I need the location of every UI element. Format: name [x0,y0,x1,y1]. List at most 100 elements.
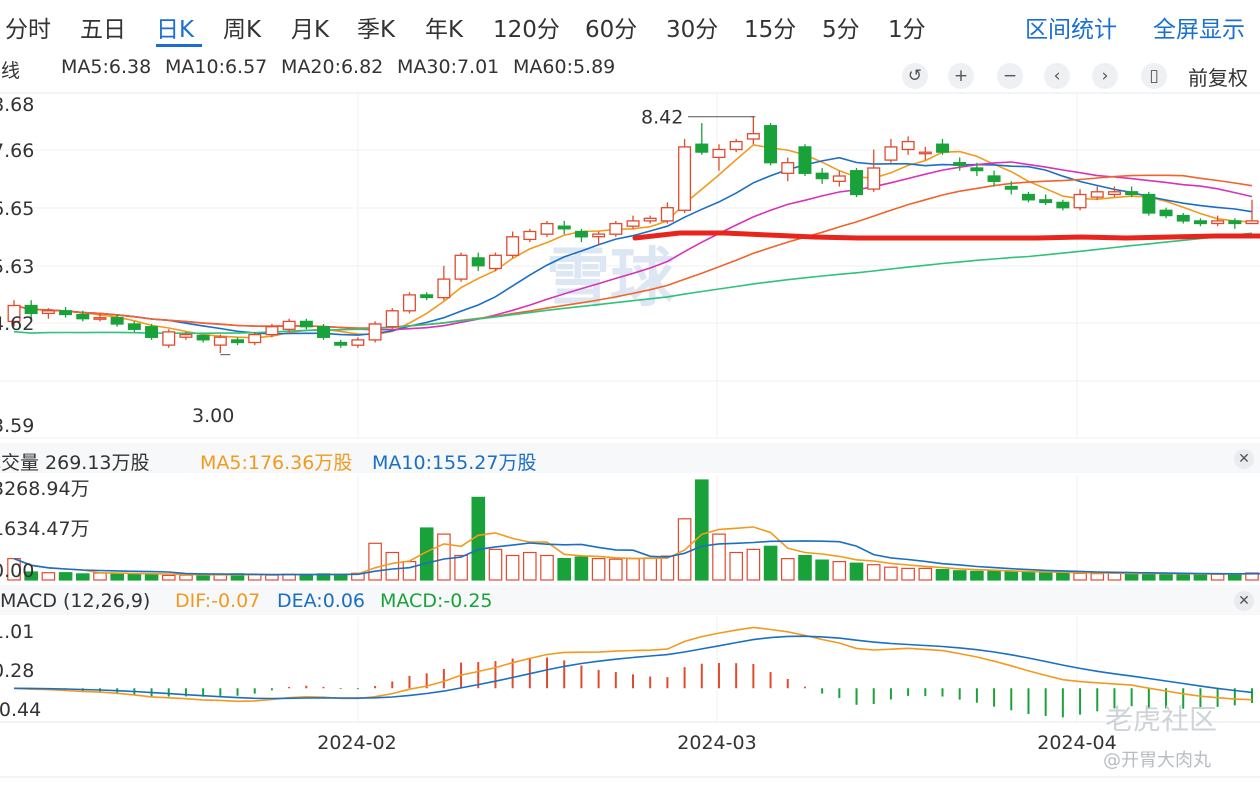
volume-bar [1124,573,1139,581]
candle-body [678,146,692,211]
candle-body [1211,220,1225,225]
price-tick-label: 7.66 [0,140,34,162]
tab-0[interactable]: 分时 [5,17,51,43]
volume-bar [1176,573,1190,581]
undo-icon[interactable]: ↺ [902,63,928,89]
candle-body [609,222,623,235]
x-tick-label: 2024-03 [677,732,756,754]
macd-title: MACD (12,26,9) [0,590,151,612]
volume-bar [110,572,124,581]
tab-4[interactable]: 月K [291,17,330,43]
volume-bar [265,574,279,581]
volume-ma10: MA10:155.27万股 [372,452,537,474]
volume-bar [1159,573,1173,581]
candle-body [695,143,709,153]
price-tick-label: 8.68 [0,94,34,116]
volume-bar [935,568,950,581]
volume-bar [1141,572,1156,581]
candle-body [936,143,950,153]
tab-8[interactable]: 60分 [585,17,638,43]
candle-body [179,333,193,338]
volume-bar [694,479,709,581]
volume-bar [41,572,56,581]
volume-bar [608,558,623,581]
volume-tick-label: 0.00 [0,560,34,582]
dif-line [13,626,1253,703]
ma10-line [13,156,1253,336]
macd-tick-label: 0.28 [0,660,34,682]
zoom-out-icon[interactable]: − [997,63,1023,89]
candle-body [626,220,640,227]
tab-7[interactable]: 120分 [493,17,560,43]
tab-11[interactable]: 5分 [822,17,860,43]
macd-dif: DIF:-0.07 [175,590,261,612]
candle-body [901,140,915,151]
period-tabs: 分时 五日 日K 周K 月K 季K 年K 120分 60分 30分 15分 5分 1分 [0,0,1260,50]
x-tick-label: 2024-02 [317,732,396,754]
candle-body [196,334,210,341]
dea-line [13,635,1253,700]
candle-body [76,313,90,320]
candle-body [334,341,348,346]
volume-bar [162,574,176,581]
candle-body [127,323,141,330]
candle-body [1228,220,1242,225]
candle-body [317,326,331,338]
candle-body [832,175,846,182]
price-tick-label: 5.63 [0,256,34,278]
volume-bar [368,542,382,581]
macd-dea: DEA:0.06 [277,590,366,612]
tab-1[interactable]: 五日 [80,17,126,43]
volume-bar [385,551,400,581]
candle-body [41,310,55,315]
volume-bar [987,570,1001,581]
candle-body [746,133,760,140]
volume-bar [798,554,812,581]
tab-10[interactable]: 15分 [744,17,797,43]
candle-body [764,125,778,164]
volume-bar [1004,571,1019,581]
right-arrow-icon[interactable]: › [1092,63,1118,89]
candle-body [850,170,864,196]
candle-icon[interactable]: ▯ [1141,63,1167,89]
candle-body [299,320,313,328]
price-tick-label: 3.59 [0,415,34,437]
tab-2[interactable]: 日K [156,17,195,43]
tab-5[interactable]: 季K [357,17,396,43]
candle-body [368,323,382,341]
tab-3[interactable]: 周K [223,17,262,43]
volume-tick-label: 1634.47万 [0,518,90,540]
volume-bar [763,545,778,581]
fullscreen-link[interactable]: 全屏显示 [1153,17,1245,43]
left-arrow-icon[interactable]: ‹ [1044,63,1070,89]
range-stats-link[interactable]: 区间统计 [1025,17,1117,43]
volume-bar [540,554,554,581]
candle-body [918,151,932,155]
ma20-legend: MA20:6.82 [281,56,384,78]
volume-bar [454,554,468,581]
price-adjust-selector[interactable]: 前复权 [1188,66,1248,90]
candle-body [1176,214,1190,222]
volume-bar [505,554,520,581]
candle-body [162,331,176,346]
volume-bar [1021,571,1036,581]
zoom-in-icon[interactable]: + [948,63,974,89]
macd-value: MACD:-0.25 [380,590,493,612]
volume-bar [849,562,864,581]
close-icon[interactable]: ✕ [1234,449,1254,469]
tab-9[interactable]: 30分 [666,17,719,43]
price-tick-label: 6.65 [0,198,34,220]
candle-body [506,236,520,256]
tab-12[interactable]: 1分 [888,17,926,43]
candle-body [660,207,674,222]
candle-body [265,326,279,336]
volume-bar [58,572,73,581]
tab-6[interactable]: 年K [425,17,464,43]
macd-tick-label: 1.01 [0,621,34,643]
ma30-legend: MA30:7.01 [397,56,500,78]
ma-legend-prefix: 均线 [0,60,21,82]
volume-bar [437,533,451,581]
close-icon[interactable]: ✕ [1234,591,1254,611]
volume-bar [488,548,503,581]
